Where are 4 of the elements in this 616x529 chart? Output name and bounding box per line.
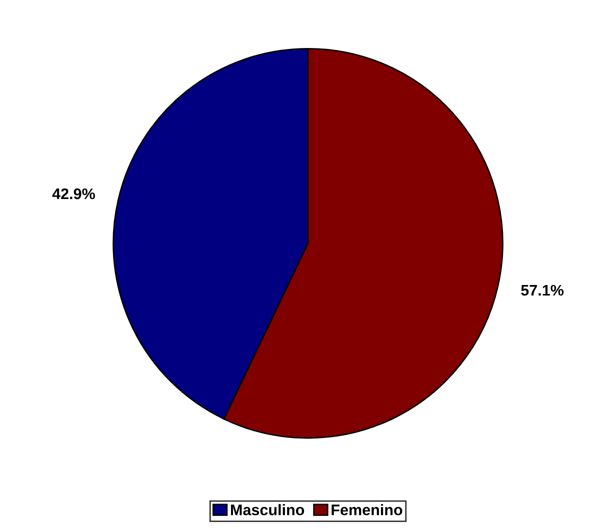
data-label: 57.1% <box>521 284 564 296</box>
data-label: 42.9% <box>52 188 95 200</box>
legend-label: Masculino <box>231 504 304 516</box>
legend-label: Femenino <box>332 504 402 516</box>
